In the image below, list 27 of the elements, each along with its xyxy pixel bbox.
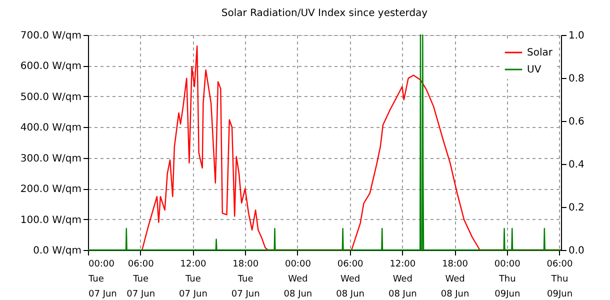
y2-tick-label: 0.8 bbox=[568, 74, 584, 84]
x-tick-label: 12:00 Wed 08 Jun bbox=[388, 260, 417, 300]
legend-label: Solar bbox=[527, 48, 554, 58]
x-tick-label: 18:00 Wed 08 Jun bbox=[440, 260, 470, 300]
y-tick-label: 200.0 W/qm bbox=[20, 184, 82, 196]
y2-tick-label: 0.4 bbox=[568, 160, 584, 170]
x-tick-label: 18:00 Tue 07 Jun bbox=[231, 260, 260, 300]
x-tick-label: 00:00 Thu 09Jun bbox=[494, 260, 521, 300]
y-tick-label: 0.0 W/qm bbox=[33, 246, 82, 256]
x-tick-label: 12:00 Tue 07 Jun bbox=[179, 260, 208, 300]
y2-tick-label: 1.0 bbox=[568, 30, 584, 42]
y-tick-label: 500.0 W/qm bbox=[20, 92, 82, 103]
x-tick-label: 06:00 Tue 07 Jun bbox=[126, 260, 156, 300]
y-tick-label: 700.0 W/qm bbox=[20, 30, 82, 42]
y2-tick-label: 0.2 bbox=[568, 202, 584, 214]
x-tick-label: 06:00 Thu 09Jun bbox=[546, 260, 573, 300]
y-tick-label: 400.0 W/qm bbox=[20, 122, 82, 134]
x-tick-label: 00:00 Tue 07 Jun bbox=[88, 260, 117, 300]
chart-title: Solar Radiation/UV Index since yesterday bbox=[221, 8, 428, 19]
x-tick-label: 06:00 Wed 08 Jun bbox=[336, 260, 365, 300]
y-tick-label: 600.0 W/qm bbox=[20, 61, 82, 72]
y2-tick-label: 0.0 bbox=[568, 246, 584, 256]
y-tick-label: 100.0 W/qm bbox=[20, 214, 82, 226]
x-tick-label: 00:00 Wed 08 Jun bbox=[284, 260, 312, 300]
y-tick-label: 300.0 W/qm bbox=[20, 153, 82, 164]
y2-tick-label: 0.6 bbox=[568, 116, 584, 128]
legend-label: UV bbox=[527, 64, 542, 76]
